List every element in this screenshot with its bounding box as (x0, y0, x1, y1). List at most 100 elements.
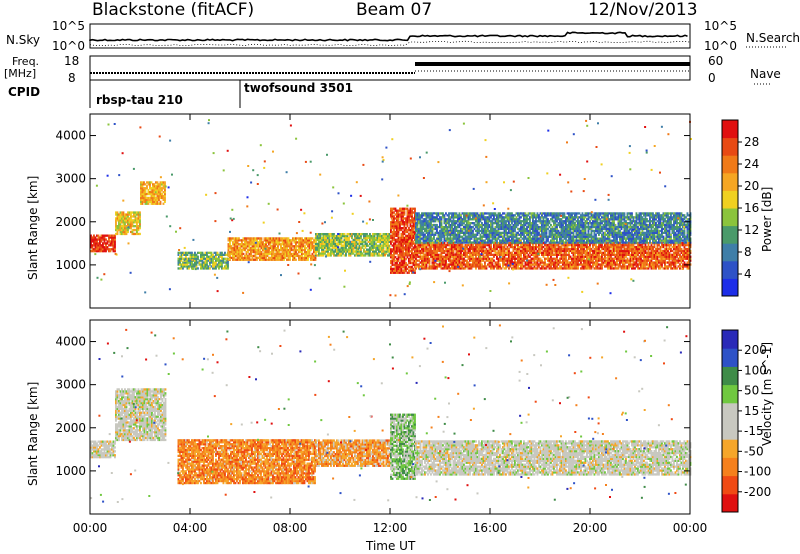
heatmap-cell-region-6 (402, 246, 404, 249)
heatmap-cell-region-7 (448, 263, 450, 266)
heatmap-cell-region-7 (637, 251, 639, 254)
heatmap-cell-region-4 (232, 241, 234, 244)
heatmap-cell-region-8 (461, 227, 464, 231)
heatmap-cell-region-7 (520, 267, 522, 270)
heatmap-cell-region-6 (408, 227, 410, 230)
heatmap-cell-region-5 (382, 254, 385, 257)
heatmap-cell-region-7 (458, 261, 461, 264)
heatmap-cell-region-5 (351, 250, 353, 253)
cpid-label: CPID (8, 85, 41, 99)
heatmap-cell-region-7 (427, 267, 429, 270)
heatmap-cell-region-6 (399, 225, 401, 228)
heatmap-cell-region-7 (593, 263, 596, 266)
heatmap-cell-region-7 (542, 267, 545, 270)
heatmap-cell-region-6 (411, 269, 413, 272)
heatmap-cell-region-4 (229, 256, 231, 259)
heatmap-cell-region-7 (640, 255, 642, 258)
heatmap-cell-region-6 (396, 250, 398, 253)
heatmap-cell-region-8 (416, 225, 419, 229)
heatmap-cell-region-7 (640, 247, 642, 251)
heatmap-cell-region-4 (281, 256, 284, 259)
heatmap-cell-region-8 (446, 239, 449, 242)
heatmap-cell-region-6 (390, 227, 392, 230)
heatmap-cell-region-7 (425, 253, 428, 256)
heatmap-cell-region-4 (293, 237, 296, 240)
heatmap-cell-region-3 (204, 253, 207, 256)
heatmap-cell-region-3 (225, 257, 228, 260)
heatmap-cell-region-7 (455, 267, 458, 270)
heatmap-cell-region-5 (321, 242, 323, 245)
heatmap-cell-region-7 (649, 245, 651, 249)
heatmap-cell-region-7 (512, 257, 515, 260)
heatmap-cell-region-7 (664, 249, 666, 253)
heatmap-cell-region-2 (149, 200, 151, 203)
heatmap-cell-region-7 (659, 267, 662, 270)
heatmap-cell-region-7 (428, 249, 431, 253)
heatmap-cell-region-0 (93, 244, 95, 247)
heatmap-cell-region-5 (336, 234, 338, 238)
heatmap-cell-region-4 (257, 237, 260, 240)
heatmap-cell-region-5 (339, 250, 341, 253)
heatmap-cell-region-7 (566, 242, 569, 245)
heatmap-cell-region-8 (430, 241, 432, 244)
heatmap-cell-region-7 (529, 255, 531, 258)
heatmap-cell-region-3 (212, 267, 214, 270)
heatmap-cell-region-8 (445, 222, 447, 225)
heatmap-cell-region-3 (209, 259, 211, 262)
heatmap-cell-region-7 (676, 249, 678, 253)
heatmap-cell-region-4 (280, 252, 282, 256)
heatmap-cell-region-4 (244, 254, 246, 258)
heatmap-cell-region-5 (328, 244, 331, 247)
heatmap-cell-region-7 (443, 261, 446, 264)
heatmap-cell-region-5 (324, 234, 326, 238)
heatmap-cell-region-7 (556, 261, 558, 264)
heatmap-cell-region-1 (124, 217, 126, 220)
heatmap-cell-region-7 (442, 249, 444, 253)
heatmap-cell-region-3 (186, 265, 189, 268)
heatmap-cell-region-7 (467, 257, 470, 260)
heatmap-cell-region-5 (322, 244, 325, 247)
heatmap-cell-region-3 (215, 267, 217, 270)
heatmap-cell-region-8 (424, 239, 426, 242)
heatmap-cell-region-3 (189, 265, 192, 268)
heatmap-cell-region-8 (427, 225, 429, 229)
heatmap-cell-region-5 (354, 244, 356, 247)
heatmap-cell-region-4 (256, 256, 258, 259)
heatmap-cell-region-7 (592, 251, 594, 254)
heatmap-cell-region-6 (393, 228, 395, 232)
heatmap-cell-region-4 (290, 252, 293, 256)
heatmap-cell-region-8 (457, 237, 459, 240)
heatmap-cell-region-7 (443, 255, 446, 258)
heatmap-cell-region-7 (601, 244, 603, 247)
heatmap-cell-region-3 (209, 263, 211, 266)
heatmap-cell-region-7 (655, 255, 657, 258)
heatmap-cell-region-7 (685, 251, 687, 254)
heatmap-cell-region-8 (437, 212, 440, 215)
heatmap-cell-region-7 (565, 247, 567, 251)
heatmap-cell-region-6 (394, 217, 397, 220)
heatmap-cell-region-5 (381, 252, 383, 255)
heatmap-cell-region-7 (571, 261, 573, 264)
heatmap-cell-region-6 (396, 263, 398, 267)
heatmap-cell-region-3 (212, 265, 214, 268)
heatmap-cell-region-4 (247, 256, 249, 259)
heatmap-cell-region-7 (650, 253, 653, 256)
heatmap-cell-region-7 (520, 251, 522, 254)
heatmap-cell-region-4 (302, 256, 305, 259)
heatmap-cell-region-4 (269, 243, 272, 246)
heatmap-cell-region-2 (144, 192, 147, 196)
heatmap-cell-region-7 (550, 255, 552, 258)
heatmap-cell-region-2 (159, 196, 162, 200)
heatmap-cell-region-7 (629, 257, 632, 260)
heatmap-cell-region-5 (348, 238, 350, 242)
heatmap-cell-region-7 (598, 244, 600, 247)
heatmap-cell-region-4 (262, 252, 264, 256)
heatmap-cell-region-8 (418, 214, 420, 217)
heatmap-cell-region-7 (659, 249, 662, 253)
heatmap-cell-region-4 (301, 243, 303, 246)
heatmap-cell-region-4 (275, 258, 278, 261)
heatmap-cell-region-6 (412, 258, 415, 261)
heatmap-cell-region-7 (641, 261, 644, 264)
heatmap-cell-region-1 (137, 232, 140, 236)
heatmap-cell-region-7 (566, 253, 569, 256)
